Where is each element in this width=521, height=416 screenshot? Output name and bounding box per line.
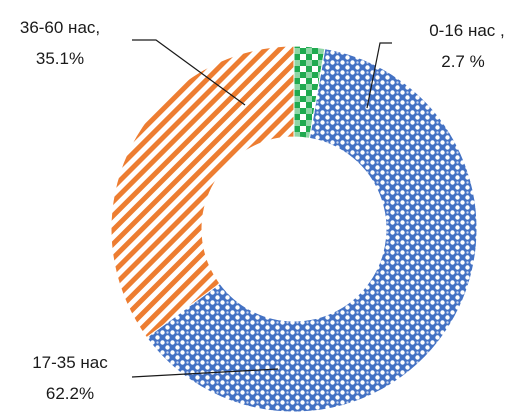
label-36-60-value: 35.1% — [36, 49, 84, 68]
leader-line-0-16 — [366, 42, 392, 109]
leader-line-36-60 — [132, 39, 246, 106]
donut-slice-age-17-35 — [145, 48, 478, 413]
data-labels: 36-60 нас, 35.1% 0-16 нас , 2.7 % 17-35 … — [20, 18, 505, 403]
label-17-35-name: 17-35 нас — [32, 353, 108, 372]
label-0-16-value: 2.7 % — [441, 52, 484, 71]
label-0-16-name: 0-16 нас , — [429, 21, 505, 40]
donut-slice-age-36-60 — [110, 45, 295, 339]
leader-lines — [131, 39, 392, 378]
label-17-35-value: 62.2% — [46, 384, 94, 403]
label-36-60-name: 36-60 нас, — [20, 18, 100, 37]
leader-line-17-35 — [131, 368, 279, 378]
donut-slices — [110, 45, 478, 413]
